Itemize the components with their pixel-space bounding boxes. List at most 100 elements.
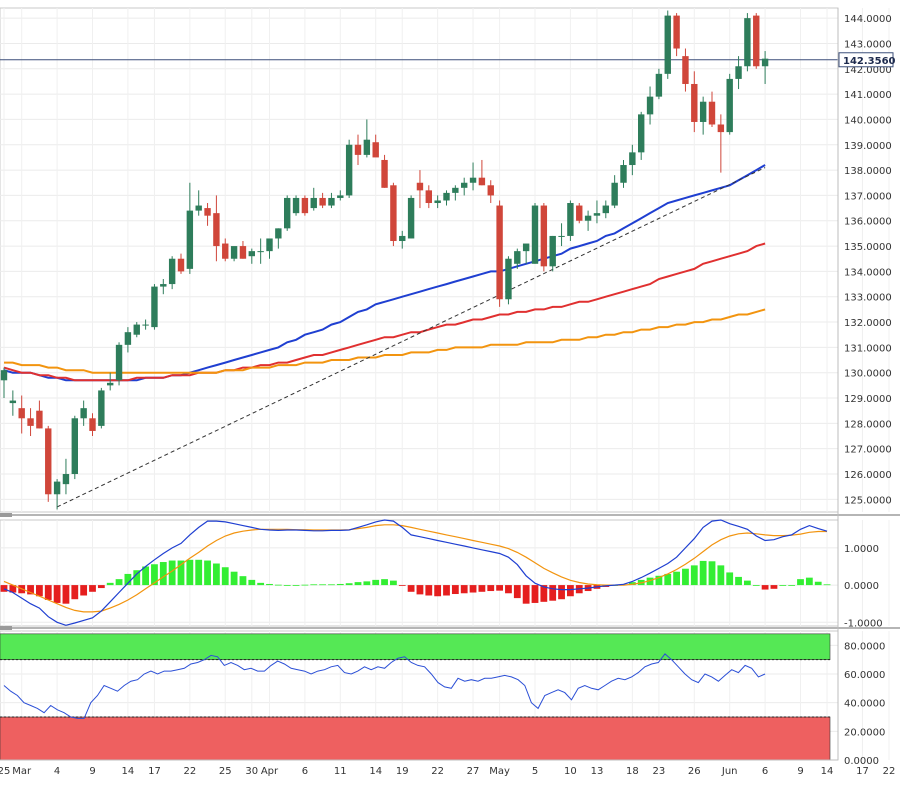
candlesticks bbox=[0, 10, 769, 510]
macd-histogram-bar bbox=[213, 563, 220, 586]
macd-histogram-bar bbox=[310, 584, 318, 586]
price-tick-label: 131.0000 bbox=[844, 343, 892, 354]
macd-histogram-bar bbox=[770, 585, 778, 589]
candle-body bbox=[230, 246, 238, 259]
macd-histogram-bar bbox=[159, 562, 167, 586]
candle-body bbox=[319, 197, 326, 206]
candle-body bbox=[744, 18, 751, 67]
candle-body bbox=[399, 235, 406, 242]
macd-histogram-bar bbox=[398, 585, 406, 586]
price-tick-label: 125.0000 bbox=[844, 495, 892, 506]
candle-body bbox=[478, 177, 486, 186]
macd-histogram-bar bbox=[274, 584, 282, 586]
candle-body bbox=[699, 101, 707, 122]
price-tick-label: 140.0000 bbox=[844, 115, 892, 126]
date-label: 6 bbox=[302, 766, 308, 777]
candle-body bbox=[151, 286, 158, 328]
last-price-badge bbox=[838, 52, 894, 68]
macd-histogram-bar bbox=[97, 585, 105, 589]
macd-histogram-bar bbox=[664, 573, 672, 586]
price-tick-label: 126.0000 bbox=[844, 470, 892, 481]
candle-body bbox=[98, 390, 105, 426]
candle-body bbox=[540, 205, 548, 267]
candle-body bbox=[328, 197, 335, 206]
candle-body bbox=[292, 197, 300, 214]
macd-histogram-bar bbox=[230, 571, 238, 586]
rsi-tick-label: 20.0000 bbox=[844, 727, 885, 738]
candle-body bbox=[593, 213, 601, 216]
candle-body bbox=[381, 159, 388, 188]
date-label: Jun bbox=[721, 766, 738, 777]
price-tick-label: 128.0000 bbox=[844, 419, 892, 430]
candle-body bbox=[407, 197, 415, 239]
price-tick-label: 132.0000 bbox=[844, 318, 892, 329]
date-label: 11 bbox=[334, 766, 347, 777]
macd-histogram-bar bbox=[133, 570, 141, 586]
support-trendline bbox=[56, 167, 766, 508]
candle-body bbox=[469, 177, 477, 183]
rsi-tick-label: 60.0000 bbox=[844, 670, 885, 681]
macd-histogram-bar bbox=[301, 584, 309, 586]
macd-histogram-bar bbox=[655, 575, 663, 586]
rsi-zones bbox=[0, 633, 831, 761]
macd-histogram-bar bbox=[478, 585, 486, 592]
macd-histogram-bar bbox=[451, 585, 459, 595]
macd-histogram-bar bbox=[354, 582, 362, 586]
candle-body bbox=[284, 197, 291, 229]
date-label: 13 bbox=[591, 766, 604, 777]
macd-histogram-bar bbox=[779, 585, 787, 586]
macd-histogram-bar bbox=[36, 585, 43, 597]
macd-histogram-bar bbox=[372, 579, 380, 586]
macd-histogram-bar bbox=[345, 583, 353, 586]
price-tick-label: 142.0000 bbox=[844, 65, 892, 76]
candle-body bbox=[425, 190, 432, 204]
macd-histogram-bar bbox=[567, 585, 574, 597]
candle-body bbox=[761, 58, 769, 67]
candle-body bbox=[390, 185, 397, 242]
candle-body bbox=[443, 192, 450, 201]
candle-body bbox=[62, 474, 70, 485]
date-label: 5 bbox=[532, 766, 538, 777]
price-tick-label: 130.0000 bbox=[844, 369, 892, 380]
candle-body bbox=[0, 370, 8, 381]
indicator-lines bbox=[0, 59, 838, 719]
candle-body bbox=[53, 481, 61, 495]
candle-body bbox=[638, 114, 645, 153]
macd-histogram-bar bbox=[9, 585, 17, 593]
candle-body bbox=[337, 195, 344, 198]
macd-histogram-bar bbox=[735, 576, 742, 586]
candle-body bbox=[576, 205, 583, 221]
macd-histogram-bar bbox=[151, 564, 158, 586]
date-label: May bbox=[489, 766, 510, 777]
candle-body bbox=[522, 243, 530, 252]
candle-body bbox=[558, 235, 565, 237]
date-label: 25 bbox=[219, 766, 232, 777]
date-label: 14 bbox=[122, 766, 135, 777]
candle-body bbox=[664, 15, 671, 74]
candle-body bbox=[505, 258, 512, 300]
macd-histogram-bar bbox=[752, 585, 760, 586]
date-label: 22 bbox=[431, 766, 444, 777]
macd-histogram-bar bbox=[460, 585, 468, 594]
candle-body bbox=[629, 152, 636, 166]
rsi-tick-label: 40.0000 bbox=[844, 699, 885, 710]
macd-histogram-bar bbox=[115, 579, 123, 586]
macd-histogram-bar bbox=[814, 581, 822, 586]
macd-histogram-bar bbox=[682, 568, 689, 586]
candle-body bbox=[45, 428, 52, 495]
price-tick-label: 141.0000 bbox=[844, 90, 892, 101]
date-label: 9 bbox=[89, 766, 95, 777]
macd-histogram-bar bbox=[292, 585, 300, 586]
candle-body bbox=[301, 197, 309, 214]
axis-labels: 125.0000 126.0000 127.0000 128.0000 129.0000… bbox=[0, 14, 896, 777]
candle-body bbox=[107, 382, 114, 386]
candle-body bbox=[363, 139, 371, 155]
price-panel bbox=[0, 7, 839, 513]
panel-resize-handle-1 bbox=[0, 626, 12, 630]
rsi-overbought-zone bbox=[0, 633, 831, 660]
price-tick-label: 127.0000 bbox=[844, 445, 892, 456]
macd-histogram-bar bbox=[558, 585, 565, 600]
macd-histogram-bar bbox=[80, 585, 88, 596]
macd-histogram-bar bbox=[257, 582, 265, 586]
